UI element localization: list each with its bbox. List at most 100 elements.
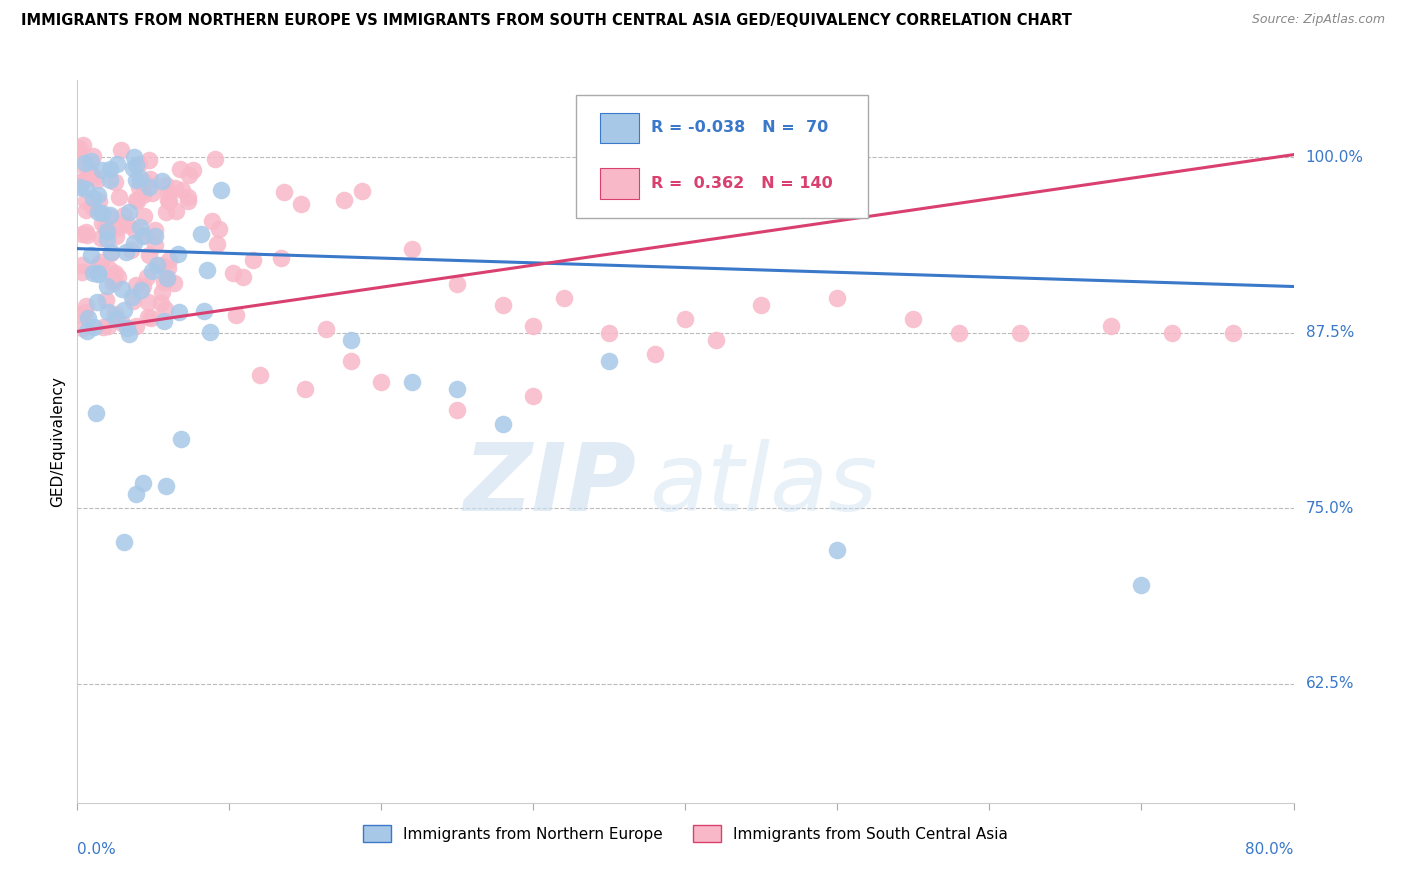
Text: 80.0%: 80.0%	[1246, 842, 1294, 856]
Point	[94, 220, 117, 235]
Point	[232, 269, 254, 284]
Point	[1130, 578, 1153, 592]
FancyBboxPatch shape	[576, 95, 868, 218]
Point	[177, 189, 200, 203]
Point	[132, 229, 155, 244]
Point	[79, 164, 101, 178]
Point	[141, 264, 163, 278]
Point	[401, 242, 423, 256]
Point	[156, 186, 179, 200]
Point	[1099, 318, 1122, 333]
Point	[75, 194, 97, 208]
Point	[333, 194, 356, 208]
Point	[129, 175, 152, 189]
Point	[75, 202, 97, 217]
Point	[1161, 326, 1184, 340]
Point	[104, 311, 127, 326]
Point	[125, 173, 148, 187]
Point	[249, 368, 271, 382]
Point	[163, 277, 186, 291]
Point	[80, 153, 103, 168]
Point	[155, 479, 177, 493]
Point	[115, 321, 138, 335]
Point	[225, 308, 247, 322]
Point	[82, 201, 104, 215]
Point	[644, 347, 666, 361]
Point	[90, 254, 112, 268]
Point	[135, 269, 157, 284]
Point	[104, 307, 127, 321]
Point	[492, 298, 515, 312]
Point	[76, 227, 98, 242]
Point	[948, 326, 970, 340]
Point	[100, 162, 122, 177]
Point	[70, 258, 93, 272]
Point	[104, 229, 127, 244]
Point	[446, 277, 468, 291]
Point	[134, 210, 156, 224]
Point	[273, 185, 295, 199]
Text: IMMIGRANTS FROM NORTHERN EUROPE VS IMMIGRANTS FROM SOUTH CENTRAL ASIA GED/EQUIVA: IMMIGRANTS FROM NORTHERN EUROPE VS IMMIG…	[21, 13, 1071, 29]
Point	[122, 236, 145, 251]
Point	[121, 243, 143, 257]
Point	[179, 168, 201, 182]
Point	[86, 172, 108, 186]
Point	[69, 175, 91, 189]
Point	[73, 172, 96, 186]
Point	[125, 194, 148, 208]
Point	[128, 180, 150, 194]
Point	[129, 283, 152, 297]
Point	[72, 227, 94, 241]
Point	[72, 265, 94, 279]
FancyBboxPatch shape	[600, 112, 640, 143]
Point	[242, 253, 264, 268]
Point	[165, 203, 187, 218]
Point	[150, 173, 173, 187]
Point	[80, 248, 103, 262]
Point	[139, 310, 162, 325]
Point	[77, 311, 100, 326]
Point	[76, 325, 98, 339]
Point	[401, 375, 423, 389]
Point	[100, 246, 122, 260]
Point	[105, 157, 128, 171]
Point	[177, 194, 200, 209]
Point	[166, 246, 188, 260]
Point	[111, 215, 134, 229]
Point	[129, 170, 152, 185]
Point	[72, 138, 94, 153]
Point	[67, 141, 90, 155]
Point	[195, 263, 218, 277]
Point	[183, 162, 205, 177]
Point	[370, 375, 392, 389]
Point	[157, 194, 180, 208]
Point	[155, 178, 177, 192]
Point	[108, 190, 131, 204]
Point	[198, 325, 221, 339]
Point	[141, 186, 163, 200]
Point	[87, 267, 110, 281]
Point	[169, 161, 191, 176]
Point	[553, 291, 575, 305]
Point	[128, 219, 150, 234]
Point	[96, 293, 118, 307]
Point	[352, 184, 374, 198]
Point	[156, 271, 179, 285]
Point	[1222, 326, 1244, 340]
Point	[211, 183, 233, 197]
Text: R =  0.362   N = 140: R = 0.362 N = 140	[651, 176, 834, 191]
Point	[157, 193, 180, 207]
Legend: Immigrants from Northern Europe, Immigrants from South Central Asia: Immigrants from Northern Europe, Immigra…	[356, 817, 1015, 849]
Text: ZIP: ZIP	[464, 439, 637, 531]
Point	[70, 308, 93, 322]
FancyBboxPatch shape	[600, 169, 640, 199]
Point	[152, 275, 174, 289]
Point	[340, 354, 363, 368]
Point	[598, 326, 620, 340]
Point	[75, 182, 97, 196]
Text: atlas: atlas	[650, 440, 877, 531]
Point	[165, 181, 187, 195]
Point	[704, 333, 727, 347]
Text: 62.5%: 62.5%	[1306, 676, 1354, 691]
Text: 87.5%: 87.5%	[1306, 326, 1354, 341]
